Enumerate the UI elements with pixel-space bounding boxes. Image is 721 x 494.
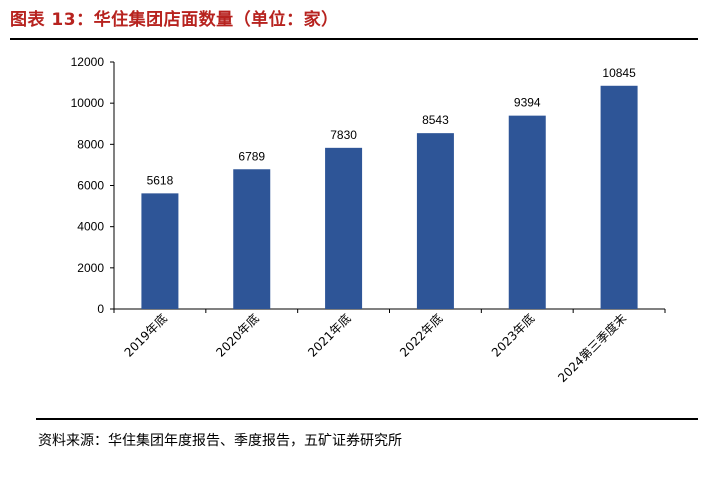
bar-chart: 0 2000 4000 6000 8000 10000 12000 5618 2019年底 67… — [71, 55, 666, 385]
x-tick-label: 2023年底 — [488, 311, 537, 360]
source-divider — [36, 418, 698, 420]
y-tick-label: 0 — [97, 302, 104, 316]
bars-group — [141, 85, 638, 310]
source-note: 资料来源：华住集团年度报告、季度报告，五矿证券研究所 — [38, 433, 402, 449]
labels-group: 5618 2019年底 6789 2020年底 7830 2021年底 8543 2022年底… — [121, 66, 636, 385]
x-tick-label: 2022年底 — [396, 311, 445, 360]
x-tick-label: 2019年底 — [121, 311, 170, 360]
x-tick-label: 2020年底 — [213, 311, 262, 360]
bar — [508, 115, 546, 309]
bar — [416, 133, 454, 309]
data-label: 9394 — [514, 96, 541, 110]
y-tick-label: 12000 — [71, 55, 105, 69]
y-tick-label: 2000 — [77, 261, 104, 275]
title-divider — [10, 38, 698, 40]
y-tick-label: 6000 — [77, 179, 104, 193]
y-tick-label: 8000 — [77, 137, 104, 151]
bar — [141, 193, 179, 309]
y-tick-label: 10000 — [71, 96, 105, 110]
bar — [600, 85, 638, 310]
axes-group: 0 2000 4000 6000 8000 10000 12000 — [71, 55, 666, 316]
chart-title: 图表 13：华住集团店面数量（单位：家） — [10, 10, 339, 30]
bar — [325, 147, 363, 309]
data-label: 6789 — [238, 149, 265, 163]
data-label: 5618 — [147, 173, 174, 187]
data-label: 7830 — [330, 128, 357, 142]
y-tick-label: 4000 — [77, 220, 104, 234]
bar — [233, 169, 271, 309]
x-tick-label: 2024第三季度末 — [555, 311, 630, 386]
x-tick-label: 2021年底 — [305, 311, 354, 360]
data-label: 8543 — [422, 113, 449, 127]
data-label: 10845 — [602, 66, 636, 80]
